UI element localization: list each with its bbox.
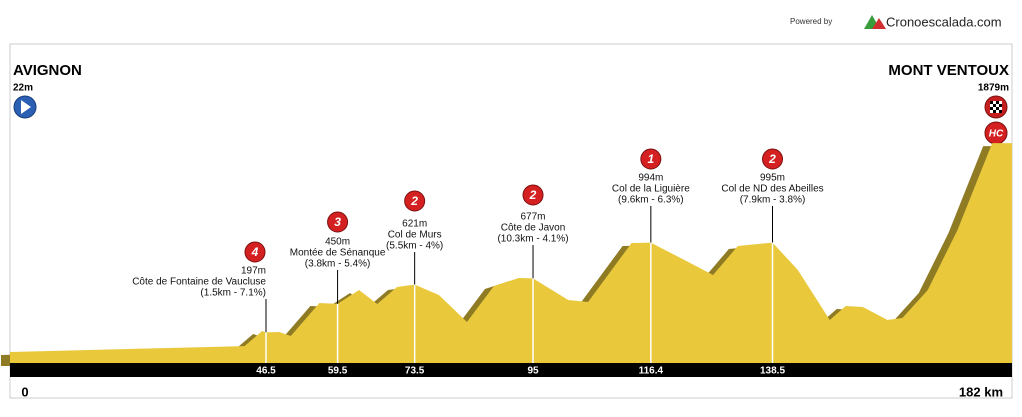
category-icon [327, 211, 349, 233]
start-icon [13, 95, 37, 119]
climb-category: 4 [251, 245, 259, 259]
category-icon [244, 241, 266, 263]
climb-altitude: 677m [521, 212, 546, 223]
climb-details: (1.5km - 7.1%) [200, 288, 266, 299]
climb-altitude: 995m [760, 173, 785, 184]
finish-name: MONT VENTOUX [888, 62, 1009, 79]
finish-category: HC [989, 129, 1004, 140]
powered-by: Powered by [790, 17, 832, 26]
km-label: 138.5 [760, 366, 785, 377]
category-icon [640, 148, 662, 170]
brand-logo [864, 15, 886, 29]
climb-category: 2 [768, 152, 776, 166]
climb-category: 2 [529, 188, 537, 202]
climb-details: (10.3km - 4.1%) [497, 234, 568, 245]
finish-flag-icon [984, 95, 1008, 119]
climb-name: Col de Murs [388, 230, 442, 241]
brand: Cronoescalada.com [886, 14, 1002, 29]
climb-category: 1 [647, 152, 654, 166]
km-label: 46.5 [256, 366, 276, 377]
start-km: 0 [21, 384, 28, 399]
climb-name: Côte de Fontaine de Vaucluse [132, 277, 266, 288]
finish-km: 182 km [959, 384, 1003, 399]
climb-details: (3.8km - 5.4%) [305, 259, 371, 270]
km-label: 59.5 [328, 366, 348, 377]
climb-name: Montée de Sénanque [290, 248, 386, 259]
km-label: 116.4 [639, 366, 664, 377]
category-icon [522, 184, 544, 206]
finish-altitude: 1879m [978, 83, 1009, 94]
km-label: 95 [527, 366, 539, 377]
climb-name: Côte de Javon [501, 223, 566, 234]
climb-altitude: 621m [402, 219, 427, 230]
profile-area [10, 143, 1012, 363]
start-name: AVIGNON [13, 62, 82, 79]
climb-altitude: 197m [241, 266, 266, 277]
climb-details: (5.5km - 4%) [386, 241, 443, 252]
category-icon [762, 148, 784, 170]
km-bar [10, 363, 1012, 377]
category-icon [404, 190, 426, 212]
km-label: 73.5 [405, 366, 425, 377]
climb-altitude: 994m [638, 173, 663, 184]
climb-name: Col de la Liguière [612, 184, 690, 195]
climb-name: Col de ND des Abeilles [721, 184, 823, 195]
climb-details: (9.6km - 6.3%) [618, 195, 684, 206]
climb-details: (7.9km - 3.8%) [740, 195, 806, 206]
climb-category: 2 [410, 194, 418, 208]
climb-category: 3 [334, 215, 341, 229]
start-altitude: 22m [13, 83, 33, 94]
climb-altitude: 450m [325, 237, 350, 248]
